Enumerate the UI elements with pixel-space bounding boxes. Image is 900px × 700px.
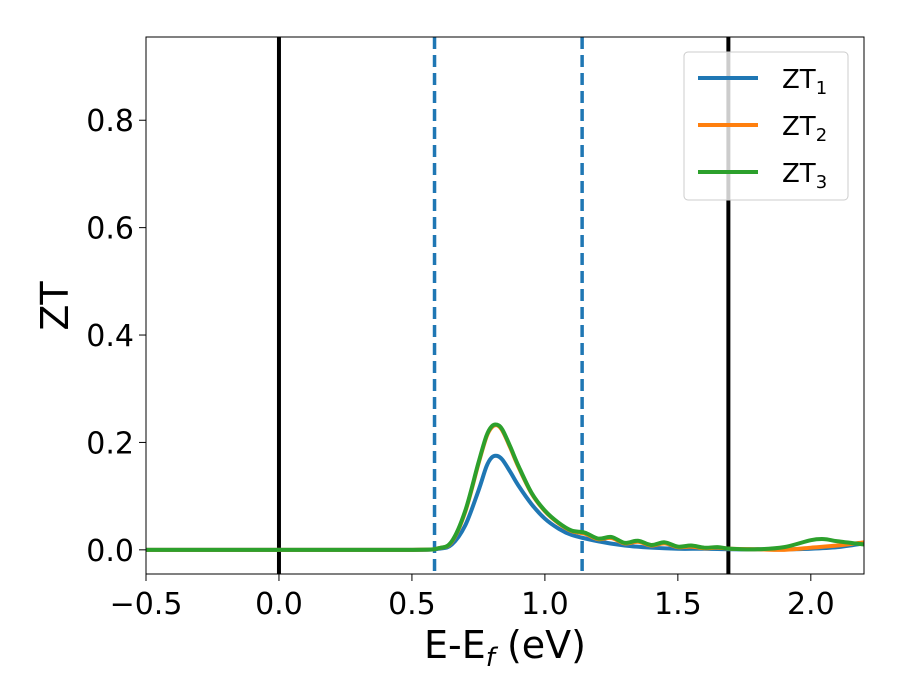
y-tick-label: 0.2 — [86, 426, 134, 461]
y-axis: 0.0 0.2 0.4 0.6 0.8 — [86, 104, 146, 569]
legend-box — [683, 51, 849, 201]
y-axis-title: ZT — [33, 281, 77, 331]
x-axis-title-unit: (eV) — [495, 623, 586, 667]
x-tick-label: 2.0 — [787, 587, 835, 622]
series-lines — [146, 422, 864, 552]
x-tick-label: −0.5 — [110, 587, 183, 622]
plot-frame — [145, 36, 865, 575]
legend: ZT1 ZT2 ZT3 — [683, 51, 849, 201]
x-axis-title-main: E-E — [424, 623, 486, 667]
series-line-3 — [146, 422, 864, 552]
x-axis: −0.5 0.0 0.5 1.0 1.5 2.0 — [110, 574, 835, 622]
x-tick-label: 1.5 — [654, 587, 702, 622]
x-axis-title: E-Ef (eV) — [424, 623, 586, 673]
y-tick-label: 0.6 — [86, 212, 134, 247]
y-tick-label: 0.8 — [86, 104, 134, 139]
legend-label-2: ZT2 — [782, 112, 827, 146]
x-tick-label: 1.0 — [521, 587, 569, 622]
y-tick-label: 0.0 — [86, 534, 134, 569]
y-tick-label: 0.4 — [86, 319, 134, 354]
legend-label-1: ZT1 — [782, 65, 827, 99]
legend-label-3: ZT3 — [782, 159, 827, 193]
x-tick-label: 0.0 — [255, 587, 303, 622]
x-tick-label: 0.5 — [388, 587, 436, 622]
